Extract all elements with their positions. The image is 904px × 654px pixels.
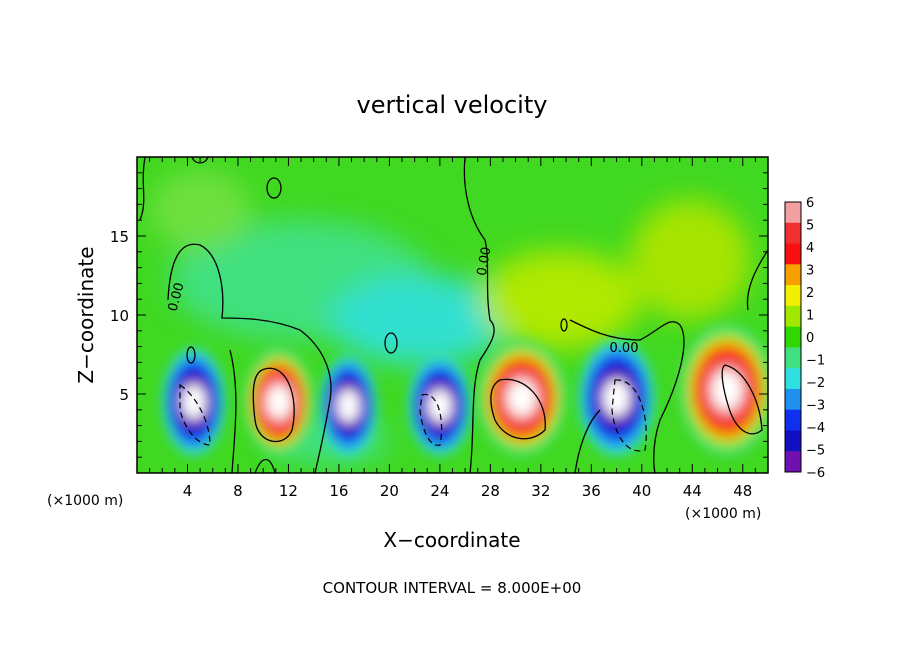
contour-zero-low-mid [254,458,276,473]
y-tick-label: 10 [110,307,129,325]
contour-label-2: 0.00 [475,246,495,277]
colorbar-label: 1 [806,309,814,324]
contour-label-3: 0.00 [610,341,639,356]
contour-cell-updraft-2 [490,378,546,440]
contour-label-1: 0.00 [166,281,188,313]
colorbar-label: 4 [806,241,814,256]
colorbar-label: 2 [806,286,814,301]
contour-small-loop-d [560,318,568,332]
field-shading [150,170,750,465]
contour-cell-updraft-1 [252,367,295,443]
x-unit-left: (×1000 m) [47,493,123,509]
colorbar-swatch [785,388,801,410]
y-tick-label: 15 [110,228,129,246]
contour-interval-note: CONTOUR INTERVAL = 8.000E+00 [323,579,582,597]
x-tick-label: 32 [531,482,550,500]
y-axis-label: Z−coordinate [74,246,98,383]
cell-5-band-7 [507,381,536,415]
colorbar-border [784,201,802,473]
contour-zero-left-edge [139,157,146,221]
colorbar-swatch [785,409,801,431]
contour-top-bump [191,157,209,164]
colorbar-label: 0 [806,331,814,346]
contour-small-loop-b [384,332,398,354]
x-axis-label: X−coordinate [383,528,520,552]
x-tick-label: 12 [279,482,298,500]
x-tick-label: 24 [430,482,449,500]
cell-2-band-7 [266,385,291,418]
plot-area: 0.00 0.00 0.00 [137,157,768,473]
cell-1 [162,348,226,456]
y-tick-label: 5 [119,386,129,404]
contour-zero-mid [463,157,495,473]
colorbar-swatch [785,264,801,286]
colorbar-label: 6 [806,196,814,211]
colorbar-swatch [785,347,801,369]
x-tick-label: 4 [183,482,193,500]
colorbar-label: −1 [806,354,825,369]
colorbar-label: 3 [806,264,814,279]
shade-yellow-right [480,250,640,350]
colorbar-swatch [785,222,801,244]
colorbar-swatch [785,243,801,265]
x-tick-label: 44 [683,482,702,500]
cell-3-band-6 [337,389,360,423]
colorbar: 6 5 4 3 2 1 0 −1 −2 −3 −4 −5 −6 [784,196,825,481]
contour-cell-updraft-3 [721,364,763,435]
contour-zero-left [167,243,332,473]
colorbar-swatch [785,451,801,473]
colorbar-label: −5 [806,444,825,459]
contour-zero-low-left [229,349,237,473]
x-tick-label: 8 [233,482,243,500]
cell-6 [579,340,655,456]
contour-lines [139,157,768,473]
colorbar-label: −4 [806,421,825,436]
chart-title: vertical velocity [357,91,548,119]
cell-1-band-6 [181,384,206,420]
x-tick-label: 48 [733,482,752,500]
colorbar-swatch [785,202,801,224]
x-tick-label: 16 [329,482,348,500]
cell-3 [320,356,377,456]
x-tick-label: 20 [380,482,399,500]
colorbar-swatch [785,285,801,307]
contour-dashed-lines [179,379,647,452]
cell-4-band-6 [427,389,452,423]
x-tick-label: 28 [481,482,500,500]
shade-light-left [150,170,250,250]
shade-yellow-far-right [630,200,750,320]
colorbar-label: −3 [806,399,825,414]
cell-2 [244,348,314,456]
contour-small-loop-a [266,177,282,199]
colorbar-swatch [785,305,801,327]
colorbar-swatch [785,326,801,348]
x-tick-label: 36 [582,482,601,500]
cell-6-band-6 [602,379,631,417]
colorbar-label: −2 [806,376,825,391]
contour-zero-right [569,319,685,473]
contour-zero-low-right [574,409,601,473]
colorbar-label: −6 [806,466,825,481]
shade-cyan-mid [330,275,510,365]
cell-4 [408,356,472,456]
contour-small-loop-c [186,346,196,364]
contour-downdraft-2 [419,393,443,446]
colorbar-label: 5 [806,219,814,234]
cell-7-band-7 [712,371,742,409]
x-unit-right: (×1000 m) [685,506,761,522]
x-tick-label: 40 [632,482,651,500]
cell-7 [679,324,768,456]
contour-zero-right-edge [746,249,768,311]
contour-downdraft-3 [611,379,647,452]
colorbar-swatch [785,430,801,452]
colorbar-swatch [785,368,801,390]
